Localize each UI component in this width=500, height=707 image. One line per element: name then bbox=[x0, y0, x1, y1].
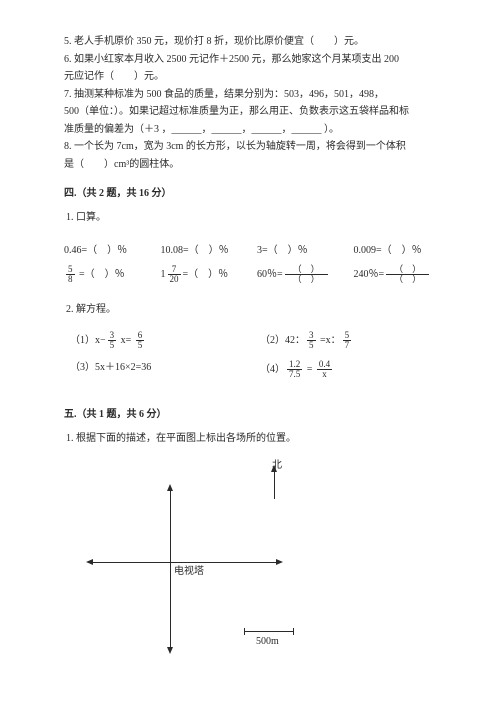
section-4-sub2: 2. 解方程。 bbox=[66, 302, 450, 318]
question-8-line2: 是（ ）cm³的圆柱体。 bbox=[64, 157, 450, 173]
question-8-line1: 8. 一个长为 7cm，宽为 3cm 的长方形，以长为轴旋转一周，将会得到一个体… bbox=[64, 139, 450, 155]
frac-5-7: 57 bbox=[343, 331, 352, 350]
calc2-c1: 58 =（ ）％ bbox=[64, 265, 161, 284]
mixed-whole: 1 bbox=[161, 268, 166, 279]
calc2-c3: 60％=（ ）（ ） bbox=[257, 265, 354, 284]
equation-row-2: （3）5x＋16×2=36 （4）1.27.5 = 0.4x bbox=[70, 360, 450, 379]
question-7-line3: 准质量的偏差为（＋3 ，______，______，______，______ … bbox=[64, 122, 450, 138]
frac-3-5a: 35 bbox=[108, 331, 117, 350]
frac-0.4-x: 0.4x bbox=[317, 360, 332, 379]
paren-frac-2: （ ）（ ） bbox=[386, 265, 429, 284]
equation-4: （4）1.27.5 = 0.4x bbox=[260, 360, 450, 379]
eq4-mid: = bbox=[304, 364, 315, 375]
calc-row-1: 0.46=（ ）％ 10.08=（ ）％ 3=（ ）％ 0.009=（ ）％ bbox=[64, 243, 450, 259]
eq1-lhs: （1）x− bbox=[70, 335, 106, 346]
question-6-line1: 6. 如果小红家本月收入 2500 元记作＋2500 元，那么她家这个月某项支出… bbox=[64, 52, 450, 68]
north-arrow-icon bbox=[274, 471, 275, 499]
equation-1: （1）x−35 x= 65 bbox=[70, 331, 260, 350]
calc2-c2-text: =（ ）％ bbox=[183, 268, 229, 279]
axis-horizontal bbox=[92, 562, 277, 563]
calc-row-2: 58 =（ ）％ 1720=（ ）％ 60％=（ ）（ ） 240％=（ ）（ … bbox=[64, 265, 450, 284]
calc-c2: 10.08=（ ）％ bbox=[161, 243, 258, 259]
frac-5-8: 58 bbox=[66, 265, 75, 284]
section-4-sub1: 1. 口算。 bbox=[66, 210, 450, 226]
calc2-c2: 1720=（ ）％ bbox=[161, 265, 258, 284]
paren-frac-1: （ ）（ ） bbox=[285, 265, 328, 284]
pct60: 60％= bbox=[257, 268, 283, 279]
frac-3-5b: 35 bbox=[307, 331, 316, 350]
question-7-line1: 7. 抽测某种标准为 500 食品的质量，结果分别为：503，496，501，4… bbox=[64, 87, 450, 103]
frac-7-20: 720 bbox=[168, 265, 181, 284]
eq4-lhs: （4） bbox=[260, 364, 285, 375]
equation-3: （3）5x＋16×2=36 bbox=[70, 360, 260, 379]
eq2-mid: =x： bbox=[318, 335, 341, 346]
eq2-lhs: （2）42： bbox=[260, 335, 305, 346]
scale-bar bbox=[244, 631, 294, 632]
pct240: 240％= bbox=[354, 268, 385, 279]
calc-c3: 3=（ ）％ bbox=[257, 243, 354, 259]
calc-c4: 0.009=（ ）％ bbox=[354, 243, 451, 259]
question-6-line2: 元应记作（ ）元。 bbox=[64, 69, 450, 85]
eq1-mid: x= bbox=[118, 335, 134, 346]
calc-c1: 0.46=（ ）％ bbox=[64, 243, 161, 259]
calc2-c4: 240％=（ ）（ ） bbox=[354, 265, 451, 284]
axis-vertical bbox=[170, 490, 171, 648]
tv-tower-label: 电视塔 bbox=[174, 564, 204, 580]
frac-1.2-7.5: 1.27.5 bbox=[287, 360, 302, 379]
calc2-c1-text: =（ ）％ bbox=[77, 268, 125, 279]
section-5-title: 五.（共 1 题，共 6 分） bbox=[64, 407, 450, 423]
frac-6-5: 65 bbox=[136, 331, 145, 350]
scale-label: 500m bbox=[256, 634, 279, 650]
equation-row-1: （1）x−35 x= 65 （2）42：35 =x：57 bbox=[70, 331, 450, 350]
section-5-sub1: 1. 根据下面的描述，在平面图上标出各场所的位置。 bbox=[66, 431, 450, 447]
section-4-title: 四.（共 2 题，共 16 分） bbox=[64, 186, 450, 202]
question-5: 5. 老人手机原价 350 元，现价打 8 折，现价比原价便宜（ ）元。 bbox=[64, 34, 450, 50]
question-7-line2: 500（单位：）。如果记超过标准质量为正，那么用正、负数表示这五袋样品和标 bbox=[64, 104, 450, 120]
equation-2: （2）42：35 =x：57 bbox=[260, 331, 450, 350]
diagram-plane: 北 电视塔 500m bbox=[74, 456, 394, 666]
